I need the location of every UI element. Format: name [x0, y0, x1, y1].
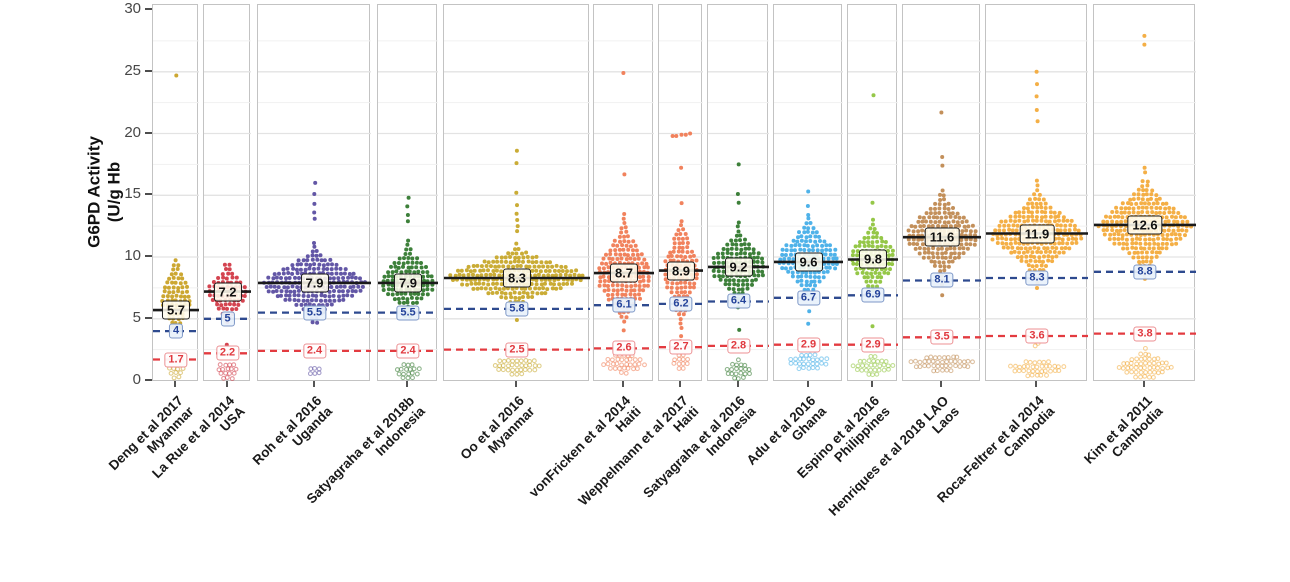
y-tick-mark — [145, 193, 152, 196]
x-axis-label: Oo et al 2016 Myanmar — [457, 393, 537, 473]
swarm-plot — [986, 40, 1088, 379]
blue-threshold-label: 8.3 — [1025, 270, 1049, 286]
median-label: 8.9 — [666, 261, 696, 281]
facet-panel: 9.6 6.7 2.9 — [773, 4, 843, 381]
red-threshold-label: 2.2 — [215, 345, 240, 361]
swarm-plot — [903, 40, 981, 374]
x-tick-mark — [940, 381, 942, 387]
blue-threshold-label: 6.7 — [796, 290, 821, 306]
swarm-plot — [774, 40, 843, 372]
y-tick-mark — [145, 69, 152, 72]
x-tick-mark — [736, 381, 739, 387]
red-threshold-label: 2.4 — [396, 343, 420, 359]
country-label: Cambodia — [1000, 403, 1058, 461]
blue-threshold-label: 6.9 — [861, 287, 885, 303]
median-label: 9.2 — [724, 257, 753, 277]
y-tick-label: 5 — [132, 308, 141, 326]
swarm-plot — [594, 40, 654, 376]
facet-panel: 8.9 6.2 2.7 — [658, 4, 703, 381]
y-tick-label: 25 — [124, 61, 141, 79]
facet-panel: 5.7 4 1.7 — [152, 4, 199, 381]
swarm-plot — [444, 40, 590, 377]
median-label: 7.9 — [393, 273, 423, 293]
y-tick-label: 0 — [132, 370, 141, 388]
x-tick-mark — [174, 381, 176, 387]
facet-panel: 11.6 8.1 3.5 — [902, 4, 981, 381]
red-threshold-label: 3.6 — [1025, 328, 1049, 344]
facet-panel: 8.3 5.8 2.5 — [443, 4, 590, 381]
blue-threshold-label: 5 — [220, 311, 235, 327]
red-threshold-label: 2.6 — [612, 340, 636, 356]
red-threshold-label: 2.4 — [302, 343, 327, 359]
x-axis-label: Kim et al 2011 Cambodia — [1081, 393, 1166, 478]
y-tick-mark — [145, 378, 152, 381]
facet-panel: 9.2 6.4 2.8 — [707, 4, 769, 382]
y-tick-label: 30 — [124, 0, 141, 17]
x-tick-mark — [225, 381, 228, 387]
x-axis-label: Henriques et al 2018 LAO Laos — [826, 393, 962, 529]
facet-panel: 7.2 5 2.2 — [203, 4, 251, 382]
y-tick-label: 10 — [124, 247, 141, 264]
median-label: 8.3 — [502, 268, 532, 288]
x-tick-mark — [406, 381, 408, 387]
blue-threshold-label: 8.1 — [930, 272, 954, 288]
x-tick-mark — [622, 381, 624, 387]
red-threshold-label: 2.7 — [669, 339, 693, 355]
facet-panel: 12.6 8.8 3.8 — [1093, 4, 1196, 381]
y-tick-label: 20 — [124, 123, 141, 141]
x-tick-mark — [312, 381, 315, 387]
red-threshold-label: 2.9 — [861, 337, 885, 353]
swarm-plot — [848, 40, 898, 378]
y-tick-mark — [145, 255, 152, 257]
x-tick-mark — [1143, 381, 1145, 387]
facet-panel: 8.7 6.1 2.6 — [593, 4, 654, 381]
swarm-plot — [258, 40, 371, 377]
y-tick-mark — [145, 131, 152, 134]
facet-panel: 7.9 5.5 2.4 — [257, 4, 371, 381]
blue-threshold-label: 6.4 — [726, 293, 751, 309]
blue-threshold-label: 6.1 — [612, 297, 636, 313]
swarm-plot — [708, 40, 769, 382]
median-label: 11.9 — [1019, 224, 1055, 244]
blue-threshold-label: 4 — [168, 323, 184, 339]
y-tick-label: 15 — [124, 185, 141, 203]
red-threshold-label: 3.5 — [930, 329, 954, 345]
median-label: 7.2 — [213, 282, 242, 302]
y-tick-mark — [145, 8, 152, 10]
median-label: 8.7 — [609, 263, 639, 283]
country-label: Indonesia — [373, 403, 429, 459]
x-axis-label: Roh et al 2016 Uganda — [249, 393, 335, 479]
median-label: 9.6 — [794, 252, 823, 272]
blue-threshold-label: 6.2 — [669, 296, 693, 312]
facet-panel: 9.8 6.9 2.9 — [847, 4, 898, 381]
blue-threshold-label: 5.5 — [302, 305, 327, 321]
swarm-plot — [659, 40, 703, 371]
red-threshold-label: 2.9 — [796, 337, 821, 353]
x-tick-mark — [515, 381, 517, 387]
blue-threshold-label: 8.8 — [1133, 264, 1157, 280]
y-tick-mark — [145, 316, 152, 319]
facet-panel: 7.9 5.5 2.4 — [377, 4, 438, 381]
median-label: 9.8 — [858, 249, 888, 269]
facet-panel: 11.9 8.3 3.6 — [985, 4, 1088, 381]
blue-threshold-label: 5.5 — [396, 305, 420, 321]
x-tick-mark — [806, 381, 809, 387]
red-threshold-label: 2.8 — [726, 338, 751, 354]
y-axis-title-line1: G6PD Activity — [84, 136, 104, 248]
x-tick-mark — [871, 381, 873, 387]
red-threshold-label: 1.7 — [164, 352, 188, 367]
median-label: 11.6 — [924, 227, 960, 247]
x-tick-mark — [1035, 381, 1037, 387]
red-threshold-label: 3.8 — [1133, 326, 1157, 342]
swarm-plot — [378, 40, 438, 381]
median-label: 12.6 — [1127, 215, 1163, 235]
blue-threshold-label: 5.8 — [505, 301, 529, 317]
x-tick-mark — [679, 381, 681, 387]
median-label: 5.7 — [161, 300, 191, 320]
median-label: 7.9 — [300, 273, 329, 293]
red-threshold-label: 2.5 — [505, 342, 529, 358]
